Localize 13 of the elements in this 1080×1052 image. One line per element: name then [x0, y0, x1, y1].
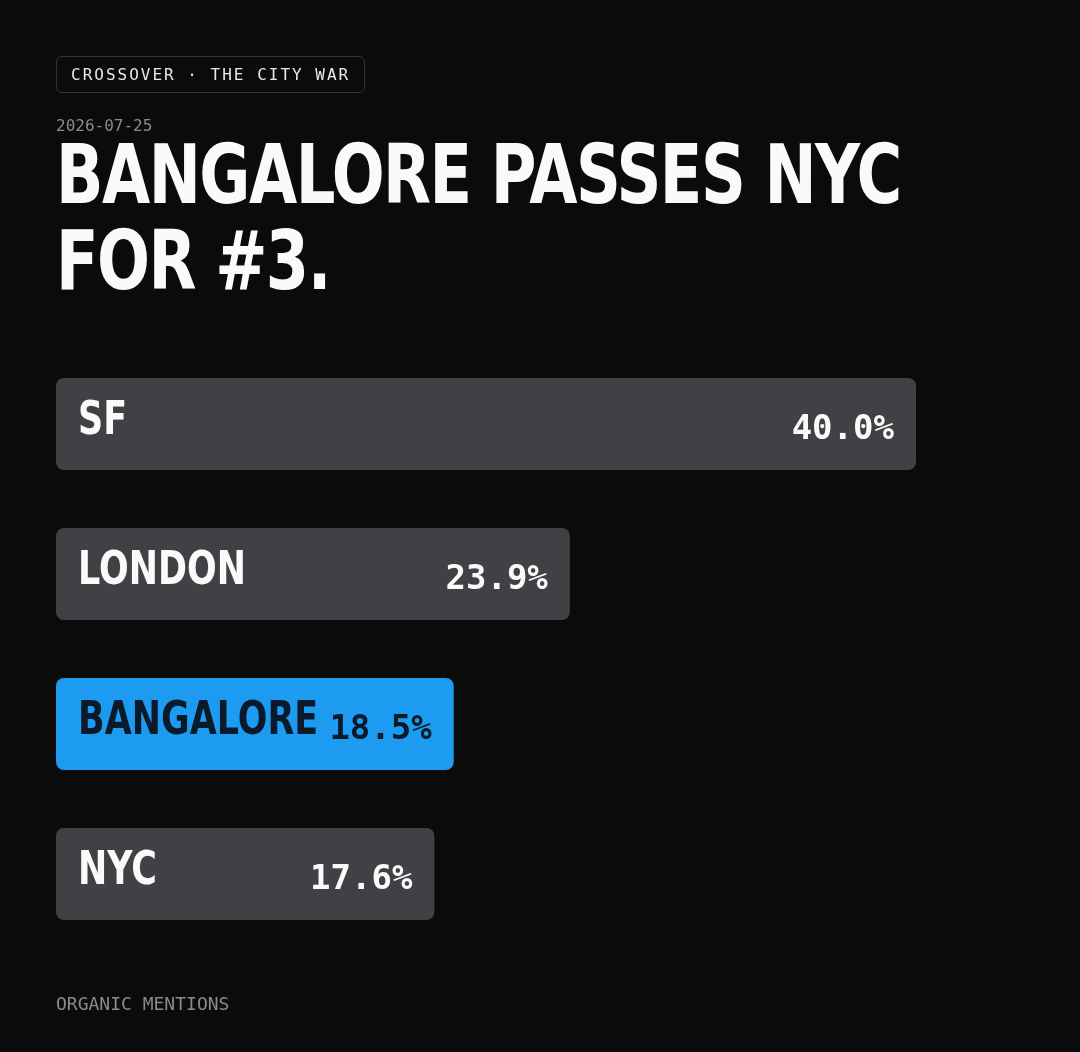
data-label: 23.9% [445, 556, 549, 597]
text: ORGANIC MENTIONS [56, 993, 230, 1014]
data-label: 18.5% [329, 706, 433, 747]
y-tick-label: LONDON [78, 541, 246, 596]
bar [56, 528, 570, 620]
bar [56, 828, 435, 920]
y-tick-label: NYC [78, 841, 157, 896]
y-tick-label: BANGALORE [78, 691, 319, 746]
bar [56, 378, 916, 470]
data-label: 40.0% [791, 406, 895, 447]
data-label: 17.6% [310, 856, 413, 897]
y-tick-label: SF [78, 391, 128, 446]
chart-subtitle: CROSSOVER · THE CITY WAR [56, 56, 366, 93]
